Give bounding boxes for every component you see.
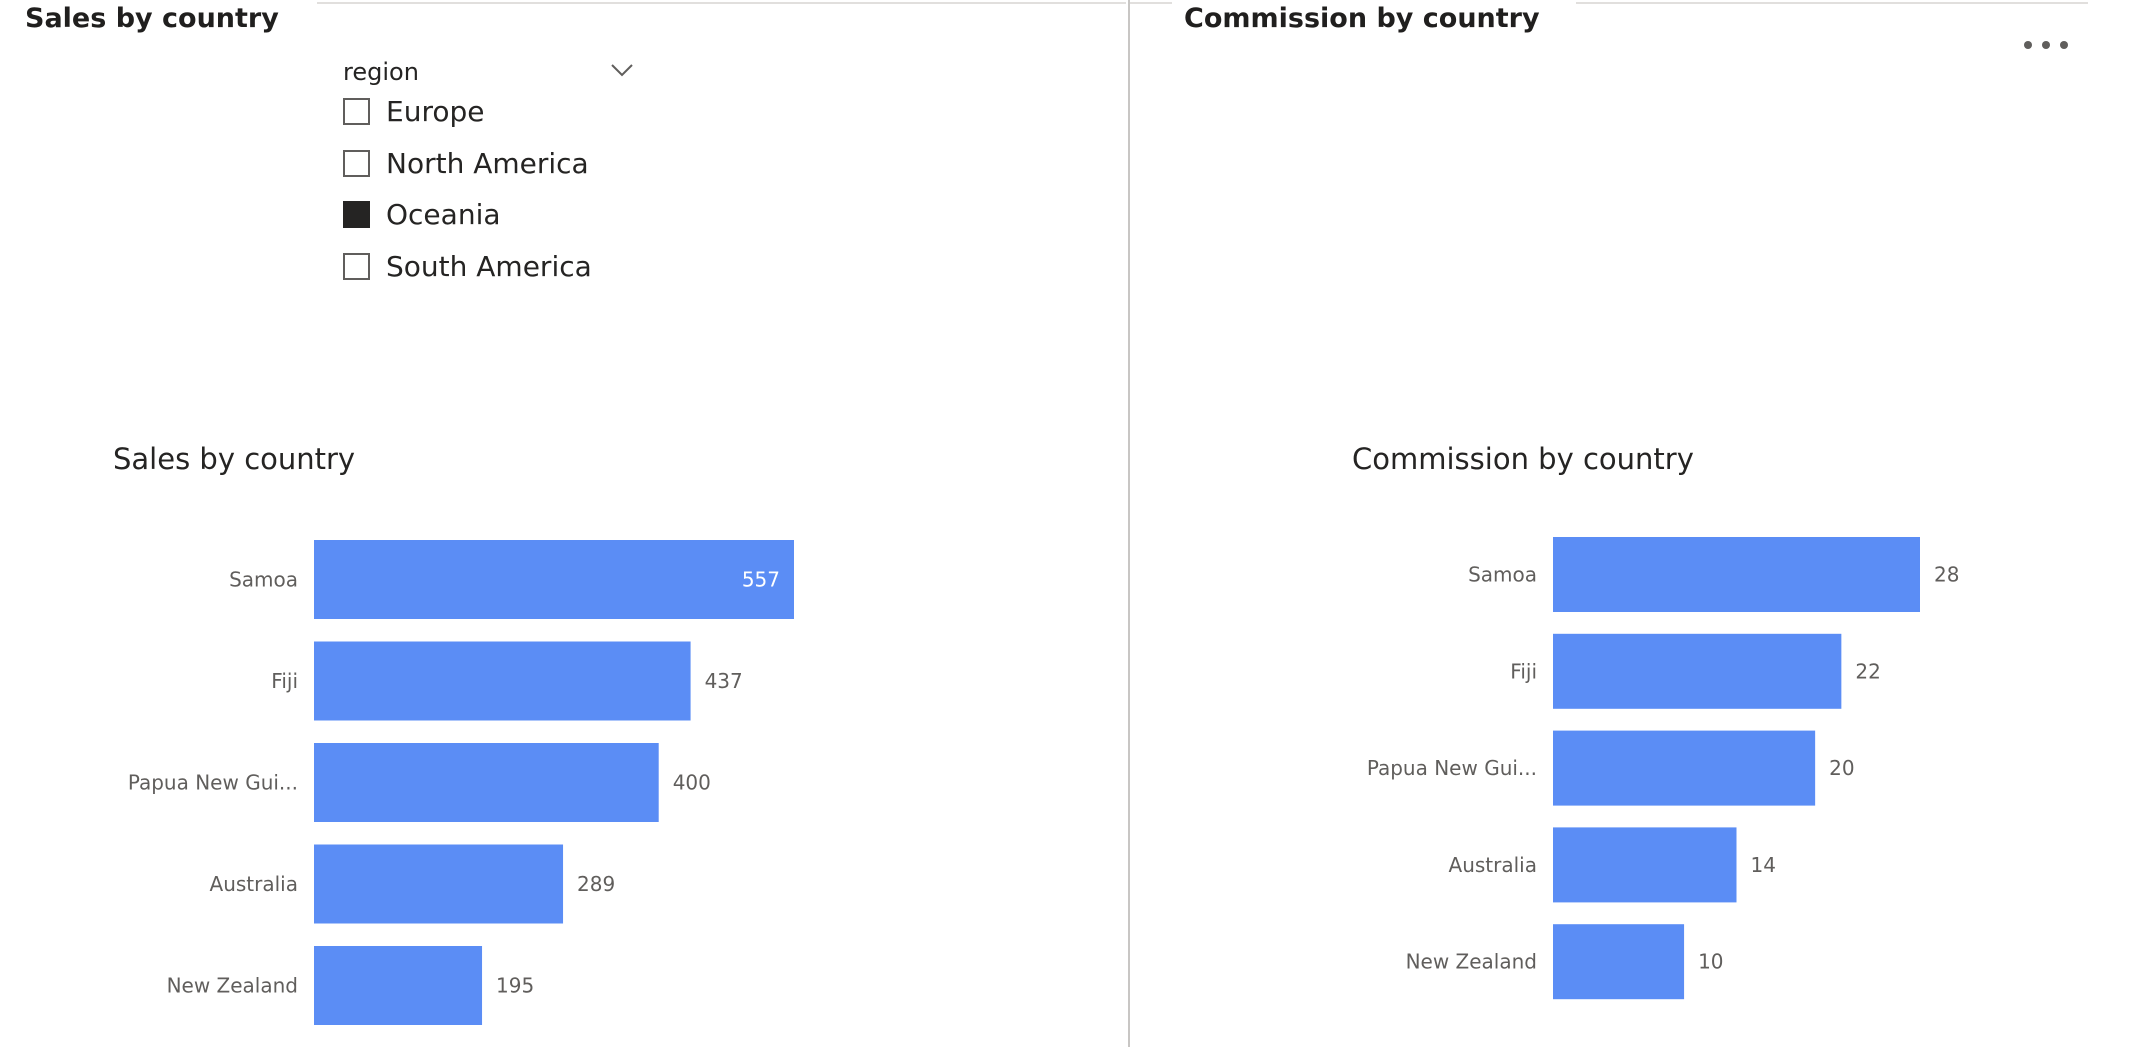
sales-bar-3[interactable] [314, 844, 564, 924]
commission-bar-2[interactable] [1553, 730, 1816, 806]
slicer-item-north-america[interactable]: North America [340, 146, 640, 198]
slicer-item-europe[interactable]: Europe [340, 94, 640, 146]
slicer-title: region [343, 58, 419, 86]
slicer-item-oceania[interactable]: Oceania [340, 197, 640, 249]
commission-category-label: Fiji [1510, 659, 1537, 683]
sales-category-label: Samoa [229, 568, 298, 592]
slicer-header[interactable]: region [340, 54, 640, 94]
sales-bar-2[interactable] [314, 743, 659, 822]
commission-bar-4[interactable] [1553, 924, 1685, 1000]
sales-data-label: 400 [673, 771, 711, 795]
sales-category-label: Australia [210, 872, 298, 896]
slicer-item-label: North America [386, 146, 589, 180]
sales-data-label: 289 [577, 872, 615, 896]
sales-data-label: 195 [496, 974, 534, 998]
commission-category-label: Australia [1449, 853, 1537, 877]
sales-data-label: 557 [742, 568, 780, 592]
sales-category-label: Fiji [271, 669, 298, 693]
commission-category-label: Papua New Gui... [1367, 756, 1537, 780]
tab-commission-by-country[interactable]: Commission by country [1172, 0, 1576, 40]
sales-bar-4[interactable] [314, 946, 483, 1025]
slicer-item-label: Oceania [386, 198, 501, 231]
commission-chart-title: Commission by country [1352, 442, 1694, 476]
commission-data-label: 20 [1829, 756, 1854, 780]
checkbox[interactable] [343, 201, 370, 228]
commission-data-label: 14 [1751, 853, 1776, 877]
more-options-icon[interactable] [2016, 34, 2076, 56]
top-border-right [1130, 2, 2088, 4]
visual-divider [1128, 0, 1130, 1047]
sales-chart-title: Sales by country [113, 442, 356, 476]
commission-category-label: Samoa [1468, 563, 1537, 587]
commission-data-label: 28 [1934, 563, 1959, 587]
sales-bar-1[interactable] [314, 641, 691, 721]
top-border-left [0, 2, 1126, 4]
slicer-item-label: South America [386, 249, 592, 283]
commission-bar-3[interactable] [1553, 827, 1737, 903]
sales-category-label: New Zealand [167, 974, 298, 998]
commission-bar-1[interactable] [1553, 633, 1842, 709]
sales-bar-0[interactable] [314, 540, 794, 619]
chevron-down-icon[interactable] [610, 62, 634, 78]
tab-sales-by-country[interactable]: Sales by country [0, 0, 317, 40]
checkbox[interactable] [343, 149, 370, 177]
slicer-item-south-america[interactable]: South America [340, 249, 640, 301]
commission-category-label: New Zealand [1406, 950, 1537, 974]
checkbox[interactable] [343, 98, 370, 125]
checkbox[interactable] [343, 252, 370, 280]
sales-category-label: Papua New Gui... [128, 771, 298, 795]
sales-data-label: 437 [705, 669, 743, 693]
commission-data-label: 22 [1855, 659, 1880, 683]
commission-data-label: 10 [1698, 950, 1723, 974]
slicer-item-label: Europe [386, 95, 485, 128]
commission-bar-0[interactable] [1553, 537, 1920, 612]
region-slicer[interactable]: region Europe North America Oceania Sout… [340, 54, 640, 300]
